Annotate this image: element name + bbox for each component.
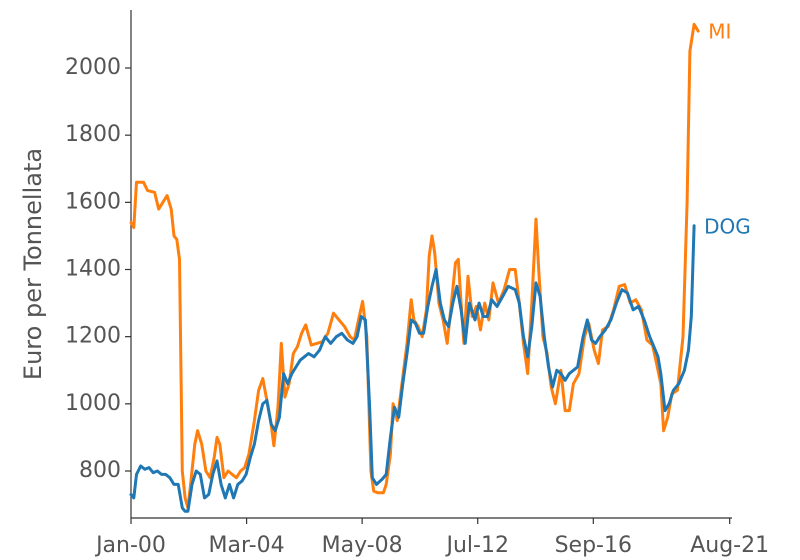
y-tick-label: 1800 — [65, 122, 121, 147]
x-tick-label: Sep-16 — [555, 533, 632, 558]
series-label-dog: DOG — [704, 214, 751, 238]
y-axis-ticks: 800 1000 1200 1400 1600 1800 2000 — [65, 55, 131, 483]
series-line-dog — [129, 224, 696, 513]
series-labels: MI DOG — [704, 20, 751, 239]
y-tick-label: 800 — [79, 458, 121, 483]
axes — [130, 10, 732, 519]
y-tick-label: 1000 — [65, 391, 121, 416]
y-tick-label: 1400 — [65, 257, 121, 282]
series-lines — [129, 22, 700, 513]
x-tick-label: Mar-04 — [209, 533, 285, 558]
x-tick-label: Jan-00 — [94, 533, 166, 558]
series-line-mi — [129, 22, 700, 510]
x-tick-label: Aug-21 — [690, 533, 769, 558]
y-tick-label: 1600 — [65, 189, 121, 214]
x-tick-label: Jul-12 — [444, 533, 508, 558]
x-tick-label: May-08 — [322, 533, 403, 558]
y-axis-title: Euro per Tonnellata — [19, 148, 47, 380]
y-tick-label: 1200 — [65, 324, 121, 349]
series-label-mi: MI — [708, 20, 731, 44]
x-axis-ticks: Jan-00 Mar-04 May-08 Jul-12 Sep-16 Aug-21 — [94, 518, 769, 558]
y-tick-label: 2000 — [65, 55, 121, 80]
